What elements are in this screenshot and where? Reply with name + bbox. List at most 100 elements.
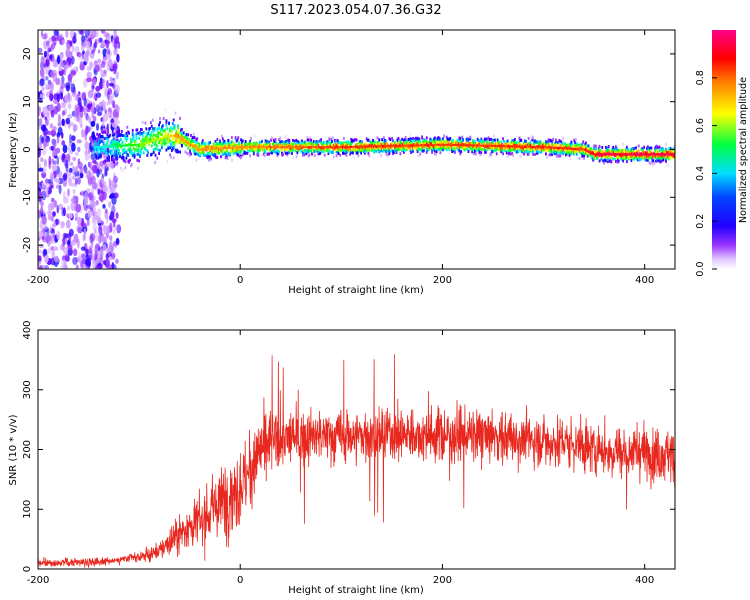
spectrogram-noise-cell bbox=[72, 36, 77, 44]
spectrogram-ridge-cell bbox=[653, 155, 656, 159]
spectrogram-ridge-cell bbox=[306, 136, 309, 140]
spectrogram-ridge-core bbox=[622, 153, 625, 156]
spectrogram-noise-cell bbox=[104, 165, 109, 175]
spectrogram-ridge-cell bbox=[189, 149, 191, 153]
spectrogram-ridge-cell bbox=[524, 150, 526, 154]
spectrogram-ridge-cell bbox=[207, 151, 210, 155]
spectrogram-noise-cell bbox=[87, 209, 93, 219]
spectrogram-ridge-cell bbox=[217, 142, 220, 146]
spectrogram-ridge-core bbox=[364, 145, 367, 148]
spectrogram-ridge-core bbox=[369, 145, 372, 148]
spectrogram-ridge-cell bbox=[201, 141, 203, 145]
spectrogram-noise-cell bbox=[84, 248, 90, 254]
spectrogram-noise-cell bbox=[106, 47, 111, 55]
spectrogram-ridge-core bbox=[495, 145, 498, 147]
spectrogram-ridge-cell bbox=[558, 139, 561, 143]
spectrogram-ridge-cell bbox=[602, 150, 605, 153]
spectrogram-ridge-cell bbox=[115, 163, 118, 167]
spectrogram-ridge-cell bbox=[554, 152, 556, 156]
spectrogram-ridge-core bbox=[273, 146, 276, 149]
spectrogram-noise-cell bbox=[102, 113, 109, 122]
spectrogram-noise-cell bbox=[90, 120, 96, 127]
spectrogram-noise-cell bbox=[88, 116, 92, 124]
spectrogram-ridge-cell bbox=[113, 152, 116, 156]
spectrogram-ridge-cell bbox=[214, 155, 217, 159]
spectrogram-ridge-cell bbox=[527, 152, 530, 156]
spectrogram-ridge-cell bbox=[211, 153, 214, 156]
spectrogram-noise-cell bbox=[64, 94, 69, 104]
spectrogram-ridge-cell bbox=[370, 147, 373, 151]
spectrogram-noise-cell bbox=[115, 212, 119, 219]
spectrogram-ridge-cell bbox=[643, 156, 646, 160]
spectrogram-noise-cell bbox=[101, 41, 105, 48]
spectrogram-ridge-cell bbox=[627, 149, 630, 153]
spectrogram-ridge-cell bbox=[423, 139, 426, 143]
spectrogram-noise-cell bbox=[77, 176, 81, 185]
spectrogram-ridge-core bbox=[370, 145, 373, 148]
spectrogram-ridge-cell bbox=[521, 150, 524, 154]
spectrogram-ridge-cell bbox=[646, 145, 649, 149]
spectrogram-ridge-core bbox=[305, 146, 308, 149]
spectrogram-ridge-cell bbox=[646, 158, 649, 162]
spectrogram-ridge-cell bbox=[430, 142, 433, 146]
spectrogram-ridge-cell bbox=[472, 145, 474, 149]
spectrogram-ridge-cell bbox=[286, 147, 289, 150]
spectrogram-ridge-cell bbox=[533, 147, 535, 151]
spectrogram-noise-cell bbox=[46, 111, 50, 118]
spectrogram-ridge-cell bbox=[96, 132, 99, 136]
spectrogram-ridge-cell bbox=[384, 147, 387, 151]
spectrogram-ridge-cell bbox=[271, 136, 273, 140]
spectrogram-ridge-cell bbox=[293, 144, 296, 147]
spectrogram-ridge-cell bbox=[217, 144, 220, 148]
spectrogram-noise-cell bbox=[50, 70, 54, 78]
spectrogram-ridge-cell bbox=[133, 150, 136, 154]
spectrogram-ridge-cell bbox=[430, 138, 433, 142]
spectrogram-ridge-cell bbox=[565, 152, 568, 156]
spectrogram-ridge-core bbox=[673, 153, 675, 156]
spectrogram-ridge-cell bbox=[232, 144, 235, 148]
spectrogram-ridge-cell bbox=[506, 139, 509, 143]
spectrogram-ridge-core bbox=[207, 148, 210, 151]
spectrogram-ridge-cell bbox=[164, 108, 167, 111]
spectrogram-ridge-cell bbox=[305, 143, 308, 146]
spectrogram-noise-cell bbox=[113, 30, 117, 39]
spectrogram-ridge-cell bbox=[673, 154, 675, 158]
spectrogram-noise-cell bbox=[59, 92, 63, 100]
spectrogram-noise-cell bbox=[101, 177, 104, 185]
spectrogram-ridge-cell bbox=[372, 140, 374, 144]
spectrogram-ridge-cell bbox=[620, 151, 623, 155]
spectrogram-ridge-cell bbox=[149, 127, 151, 130]
spectrogram-noise-cell bbox=[50, 184, 54, 189]
spectrogram-ridge-core bbox=[279, 146, 282, 149]
spectrogram-ridge-cell bbox=[552, 137, 555, 141]
colorbar-label: Normalized spectral amplitude bbox=[738, 77, 749, 223]
spectrogram-ridge-cell bbox=[359, 142, 362, 146]
spectrogram-ridge-cell bbox=[284, 135, 287, 138]
spectrogram-ridge-core bbox=[501, 145, 504, 148]
spectrogram-noise-cell bbox=[45, 179, 52, 184]
spectrogram-ridge-cell bbox=[140, 128, 143, 132]
spectrogram-ridge-cell bbox=[505, 143, 508, 146]
spectrogram-ridge-cell bbox=[184, 150, 187, 154]
spectrogram-ridge-core bbox=[615, 153, 617, 156]
spectrogram-ridge-core bbox=[471, 144, 474, 147]
spectrogram-noise-cell bbox=[84, 141, 90, 151]
spectrogram-ridge-cell bbox=[158, 140, 160, 144]
spectrogram-ridge-cell bbox=[223, 152, 226, 156]
spectrogram-ridge-cell bbox=[651, 163, 654, 167]
spectrogram-ridge-cell bbox=[303, 140, 306, 144]
spectrogram-noise-cell bbox=[77, 226, 82, 234]
spectrogram-ridge-core bbox=[314, 146, 317, 149]
spectrogram-ridge-cell bbox=[566, 150, 569, 154]
spectrogram-ridge-cell bbox=[642, 151, 645, 155]
spectrogram-ridge-cell bbox=[582, 151, 585, 155]
spectrogram-ridge-cell bbox=[224, 141, 227, 145]
spectrogram-ridge-cell bbox=[395, 147, 398, 151]
spectrogram-ridge-cell bbox=[213, 144, 216, 147]
spectrogram-ridge-cell bbox=[605, 159, 607, 163]
spectrogram-ridge-cell bbox=[166, 160, 169, 163]
spectrogram-ridge-core bbox=[166, 135, 169, 138]
spectrogram-ridge-cell bbox=[524, 148, 526, 151]
spectrogram-ridge-cell bbox=[461, 141, 464, 145]
